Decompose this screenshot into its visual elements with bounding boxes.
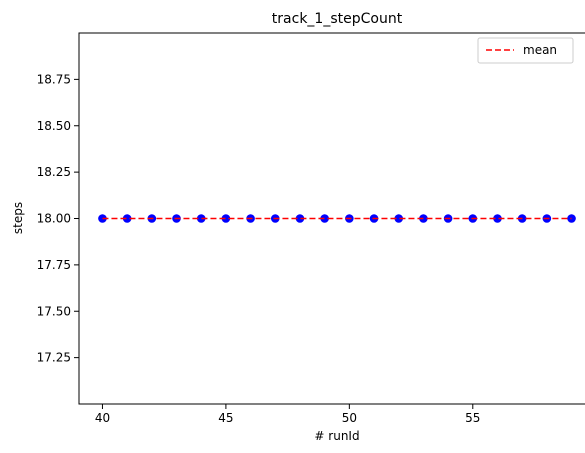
x-tick-label: 50 [342,411,357,425]
legend-mean-label: mean [523,43,557,57]
x-axis-label: # runId [314,429,359,443]
legend: mean [477,37,574,64]
data-point [493,214,502,223]
chart-title: track_1_stepCount [272,11,403,27]
legend-box [477,37,574,64]
data-point [221,214,231,223]
data-point [196,214,206,223]
x-tick-label: 55 [465,411,480,425]
y-tick-label: 17.25 [37,351,71,365]
data-point [394,214,404,223]
y-tick-label: 18.75 [37,72,71,86]
x-tick-label: 40 [95,411,110,425]
data-point [122,214,132,223]
x-axis-ticks: 40 45 50 55 [95,404,480,425]
y-axis-label: steps [11,202,25,234]
y-tick-label: 18.25 [37,165,71,179]
plot-area: 40 45 50 55 17.2517.5017.7518.0018.2518.501… [37,32,585,425]
y-tick-label: 18.50 [37,119,71,133]
y-tick-label: 18.00 [37,212,71,226]
data-point [320,214,329,223]
y-axis-ticks: 17.25 17.50 17.75 18.00 18.25 18.50 18.75 [37,72,79,365]
y-tick-label: 17.75 [37,258,71,272]
x-tick-label: 45 [218,411,233,425]
y-tick-label: 17.50 [37,304,71,318]
data-point [295,214,305,223]
